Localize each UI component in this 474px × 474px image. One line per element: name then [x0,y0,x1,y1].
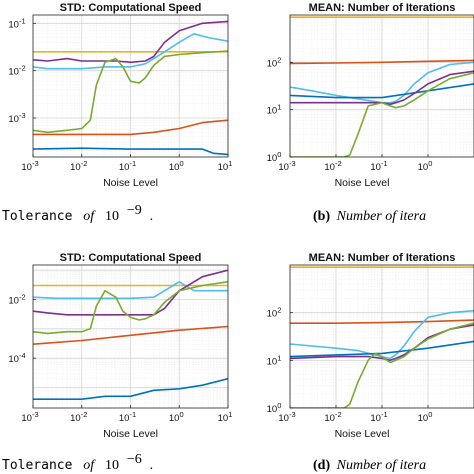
chart-title: MEAN: Number of Iterations [309,252,456,264]
caption-d: (d) Number of itera [313,458,426,473]
chart-title: STD: Computational Speed [60,252,202,264]
x-axis-label: Noise Level [103,428,158,440]
chart-title: MEAN: Number of Iterations [309,2,456,14]
series-line-purple [33,269,228,316]
x-tick-label: 10-3 [21,410,38,424]
x-tick-label: 10-1 [370,159,387,173]
y-tick-label: 10-1 [8,16,25,30]
series-line-green [33,281,228,335]
y-tick-label: 102 [267,306,282,320]
panel-bottom-left: STD: Computational Speed 10-3 10-2 10-1 100 1… [8,252,232,440]
grid [33,15,228,157]
series-group [33,269,228,401]
x-axis-label: Noise Level [103,177,158,189]
grid [290,15,474,157]
series-line-blue [33,377,228,401]
caption-a: Tolerance of 10 −9 . [2,203,153,224]
x-tick-label: 101 [218,159,233,173]
x-tick-label: 100 [418,159,433,173]
panel-top-left: STD: Computational Speed 10-3 10-2 10-1 100 1… [8,2,232,189]
panel-top-right: MEAN: Number of Iterations 10-3 10-2 10-1 10… [267,2,474,189]
series-line-green [290,322,474,408]
x-axis-label: Noise Level [335,177,390,189]
series-line-orange [33,119,228,136]
x-tick-label: 10-1 [370,410,387,424]
x-tick-label: 10-2 [324,159,341,173]
series-line-cyan [290,309,474,360]
x-tick-label: 10-3 [278,410,295,424]
y-tick-label: 101 [267,353,282,367]
x-tick-label: 10-1 [119,159,136,173]
caption-c: Tolerance of 10 −6 . [2,452,153,473]
y-tick-label: 101 [267,103,282,117]
series-line-blue [33,147,228,156]
x-axis-label: Noise Level [335,428,390,440]
x-tick-label: 101 [218,410,233,424]
y-tick-label: 10-3 [8,111,25,125]
y-tick-label: 100 [267,401,282,415]
y-tick-label: 10-4 [8,351,25,365]
series-line-purple [33,20,228,64]
x-tick-label: 10-1 [119,410,136,424]
x-tick-label: 100 [418,410,433,424]
series-line-purple [290,70,474,106]
series-line-blue [290,340,474,358]
series-line-orange [290,59,474,65]
series-line-purple [290,324,474,362]
series-line-orange [33,325,228,345]
series-group [290,266,474,408]
panel-bottom-right: MEAN: Number of Iterations 10-3 10-2 10-1 10… [267,252,474,440]
series-line-cyan [290,61,474,104]
series-line-cyan [33,32,228,70]
y-tick-label: 100 [267,150,282,164]
x-tick-label: 100 [169,159,184,173]
y-tick-label: 102 [267,55,282,69]
x-tick-label: 10-2 [70,159,87,173]
series-line-cyan [33,280,228,300]
x-tick-label: 10-3 [278,159,295,173]
series-line-green [33,50,228,134]
series-line-blue [290,83,474,99]
series-line-orange [290,319,474,325]
x-tick-label: 10-2 [70,410,87,424]
x-tick-label: 100 [169,410,184,424]
series-group [33,20,228,156]
x-tick-label: 10-2 [324,410,341,424]
x-tick-label: 10-3 [21,159,38,173]
y-tick-label: 10-2 [8,64,25,78]
caption-b: (b) Number of itera [313,209,426,224]
chart-title: STD: Computational Speed [60,2,202,14]
y-tick-label: 10-2 [8,292,25,306]
